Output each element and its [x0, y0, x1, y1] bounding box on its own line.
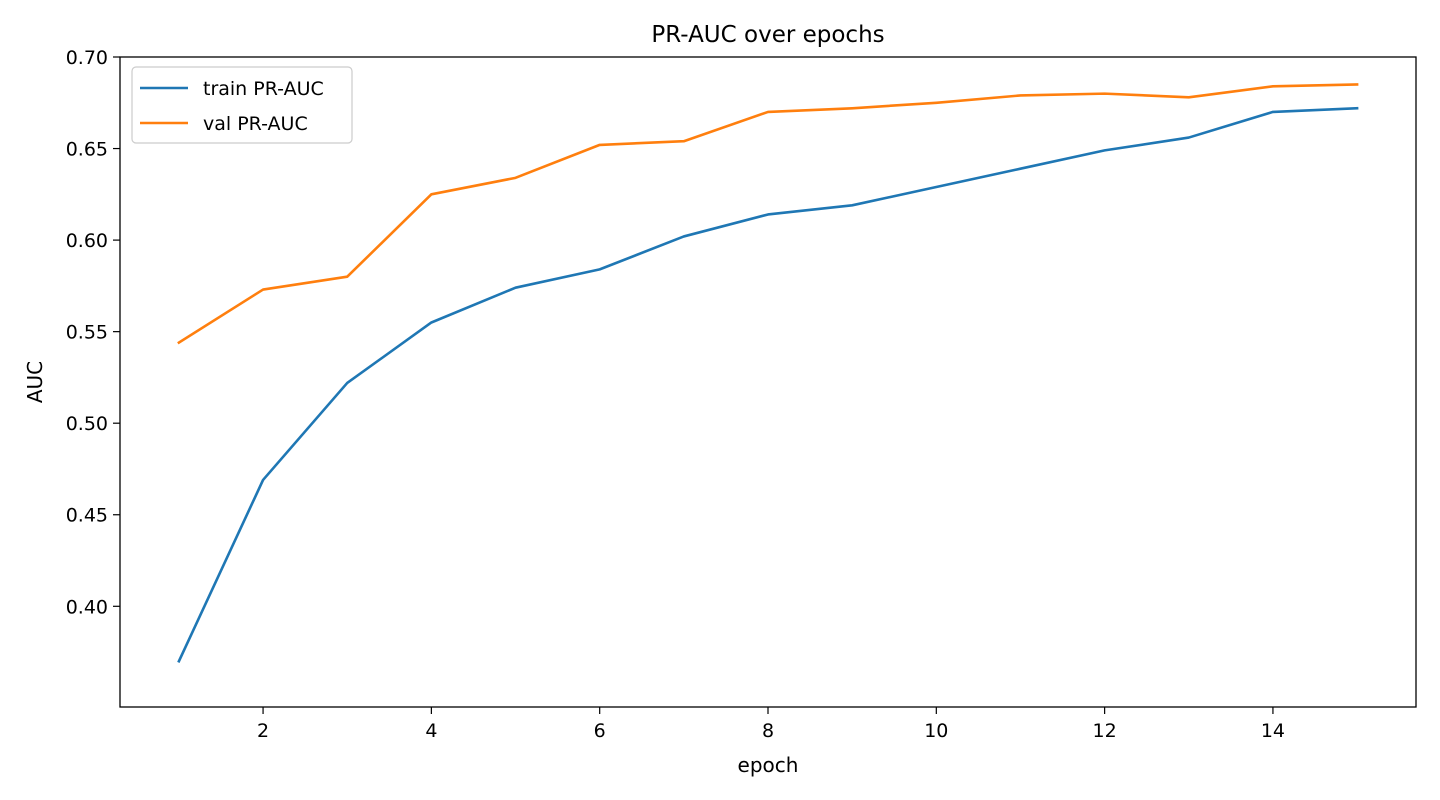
y-tick-label: 0.55: [66, 322, 108, 344]
plot-frame: [119, 56, 1417, 708]
y-axis-label: AUC: [23, 361, 47, 403]
x-tick-label: 8: [762, 720, 774, 742]
x-axis-ticks: 2 4 6 8 10 12 14: [257, 707, 1285, 742]
y-axis-ticks: 0.40 0.45 0.50 0.55 0.60 0.65 0.70: [66, 47, 120, 618]
chart-title: PR-AUC over epochs: [651, 22, 884, 48]
x-tick-label: 10: [924, 720, 948, 742]
y-tick-label: 0.50: [66, 413, 108, 435]
legend-entry-label: val PR-AUC: [203, 113, 308, 135]
legend: train PR-AUC val PR-AUC: [131, 66, 353, 144]
x-axis-label: epoch: [738, 753, 799, 777]
series-line-train: [177, 106, 1359, 663]
y-tick-label: 0.65: [66, 139, 108, 161]
series-line-val: [177, 83, 1359, 345]
y-tick-label: 0.70: [66, 47, 108, 69]
x-tick-label: 4: [425, 720, 437, 742]
x-tick-label: 12: [1093, 720, 1117, 742]
y-tick-label: 0.40: [66, 596, 108, 618]
y-tick-label: 0.60: [66, 230, 108, 252]
x-tick-label: 14: [1261, 720, 1285, 742]
plot-lines: [177, 83, 1359, 663]
y-tick-label: 0.45: [66, 505, 108, 527]
x-tick-label: 2: [257, 720, 269, 742]
x-tick-label: 6: [594, 720, 606, 742]
legend-entry-label: train PR-AUC: [203, 78, 324, 100]
